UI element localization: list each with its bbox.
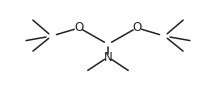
Text: N: N (104, 51, 112, 64)
Text: O: O (132, 21, 141, 34)
Text: O: O (75, 21, 84, 34)
